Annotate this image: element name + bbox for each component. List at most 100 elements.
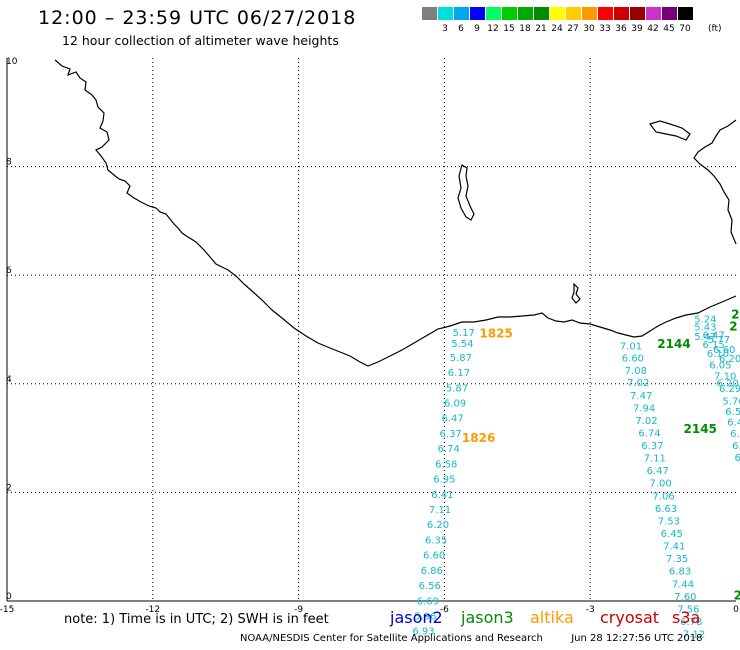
swh-point-label: 5.54 <box>451 339 473 350</box>
legend-sat-altika: altika <box>530 608 574 627</box>
colorbar-swatch <box>678 7 693 20</box>
swh-point-label: 6.37 <box>641 441 663 452</box>
graticule <box>7 58 736 601</box>
colorbar-tick-label: 15 <box>503 24 515 34</box>
swh-point-label: 7.94 <box>633 403 655 414</box>
swh-point-label: 6.58 <box>725 407 740 418</box>
coastline-island-a <box>457 164 475 221</box>
swh-point-label: 6.58 <box>435 459 457 470</box>
swh-point-label: 5.24 <box>694 314 716 325</box>
colorbar-swatch <box>598 7 613 20</box>
pass-number-label: 1826 <box>462 431 495 445</box>
colorbar-tick-label: 36 <box>615 24 627 34</box>
colorbar-swatch <box>662 7 677 20</box>
swh-point-label: 6.95 <box>433 475 455 486</box>
swh-point-label: 6.60 <box>622 354 644 365</box>
altimeter-track: 7.016.607.087.027.477.947.026.746.377.11… <box>620 342 705 641</box>
pass-number-label: 1825 <box>479 327 512 341</box>
footer-timestamp: Jun 28 12:27:56 UTC 2018 <box>571 633 703 644</box>
x-tick-label: -9 <box>294 605 303 615</box>
colorbar-tick-label: 27 <box>567 24 579 34</box>
x-tick-label: -15 <box>0 605 14 615</box>
pass-labels: 18251826214421452022 <box>462 308 740 603</box>
pass-number-label: 2 <box>734 588 740 602</box>
swh-point-label: 6.20 <box>717 379 739 390</box>
colorbar-swatch <box>422 7 437 20</box>
swh-point-label: 6.10 <box>707 349 729 360</box>
swh-point-label: 5.77 <box>708 335 730 346</box>
colorbar-swatch <box>502 7 517 20</box>
swh-point-label: 6.86 <box>421 566 443 577</box>
colorbar-swatch <box>566 7 581 20</box>
swh-point-label: 5.47 <box>694 332 716 343</box>
swh-point-label: 7.00 <box>649 478 671 489</box>
altimeter-track: 5.245.436.475.475.776.156.606.106.206.05… <box>694 314 740 463</box>
swh-point-label: 7.41 <box>663 541 685 552</box>
pass-number-label: 20 <box>731 308 740 322</box>
swh-point-label: 6.74 <box>638 428 660 439</box>
swh-point-label: 6.60 <box>423 551 445 562</box>
swh-point-label: 7.08 <box>625 366 647 377</box>
swh-point-label: 7.11 <box>429 505 451 516</box>
swh-point-label: 6.15 <box>702 340 724 351</box>
colorbar-tick-label: 39 <box>631 24 643 34</box>
colorbar-tick-label: 70 <box>679 24 691 34</box>
colorbar-unit: (ft) <box>708 24 722 34</box>
pass-number-label: 2144 <box>657 337 690 351</box>
swh-point-label: 6.17 <box>448 368 470 379</box>
swh-point-label: 6.41 <box>431 490 453 501</box>
coastline-river-a <box>571 282 581 304</box>
footer-credit-text: NOAA/NESDIS Center for Satellite Applica… <box>240 633 543 644</box>
colorbar-swatch <box>614 7 629 20</box>
map-title: 12:00 – 23:59 UTC 06/27/2018 <box>38 7 357 29</box>
swh-point-label: 6.93 <box>412 627 434 638</box>
legend-sat-s3a: s3a <box>672 608 701 627</box>
swh-point-label: 5.17 <box>453 328 475 339</box>
colorbar-swatch <box>630 7 645 20</box>
x-tick-label: -3 <box>586 605 595 615</box>
pass-number-label: 2145 <box>684 422 717 436</box>
colorbar-swatch <box>470 7 485 20</box>
colorbar-swatch <box>438 7 453 20</box>
altimeter-tracks: 5.175.54 5.87 6.17 5.87 6.09 6.47 6.37 6.74 6.58… <box>412 314 740 640</box>
swh-point-label: 6.20 <box>427 520 449 531</box>
swh-point-label: 6.62 <box>730 429 740 440</box>
colorbar-swatch <box>486 7 501 20</box>
swh-point-label: 6.83 <box>732 441 740 452</box>
colorbar-tick-label: 6 <box>458 24 464 34</box>
colorbar-tick-label: 9 <box>474 24 480 34</box>
swh-point-label: 6.29 <box>719 384 740 395</box>
colorbar-tick-label: 30 <box>583 24 595 34</box>
coastline <box>54 59 737 367</box>
legend-sat-jason2: jason2 <box>390 608 443 627</box>
colorbar-tick-label: 18 <box>519 24 531 34</box>
swh-point-label: 6.05 <box>709 361 731 372</box>
swh-point-label: 6.35 <box>425 535 447 546</box>
swh-point-label: 7.06 <box>652 491 674 502</box>
swh-point-label: 5.96 <box>414 611 436 622</box>
colorbar-swatch <box>582 7 597 20</box>
colorbar-tick-label: 42 <box>647 24 659 34</box>
colorbar-swatch <box>454 7 469 20</box>
pass-number-label: 2 <box>729 320 737 334</box>
coastline-east-island <box>649 120 691 141</box>
swh-point-label: 7.12 <box>683 629 705 640</box>
swh-point-label: 7.02 <box>627 378 649 389</box>
altimeter-track: 5.175.54 5.87 6.17 5.87 6.09 6.47 6.37 6.74 6.58… <box>412 328 475 638</box>
swh-point-label: 6.47 <box>647 466 669 477</box>
swh-point-label: 6.20 <box>719 354 740 365</box>
swh-point-label: 7.02 <box>635 416 657 427</box>
swh-point-label: 6.40 <box>727 418 740 429</box>
y-tick-label: 6 <box>6 266 12 276</box>
y-tick-label: 10 <box>6 57 18 67</box>
swh-point-label: 6.47 <box>441 413 463 424</box>
swh-point-label: 5.87 <box>446 383 468 394</box>
swh-point-label: 7.60 <box>674 592 696 603</box>
x-tick-label: -6 <box>440 605 449 615</box>
swh-point-label: 6.45 <box>661 529 683 540</box>
colorbar-swatch <box>646 7 661 20</box>
swh-point-label: 6.69 <box>417 596 439 607</box>
swh-point-label: 7.44 <box>672 579 694 590</box>
x-tick-label: 0 <box>733 605 739 615</box>
